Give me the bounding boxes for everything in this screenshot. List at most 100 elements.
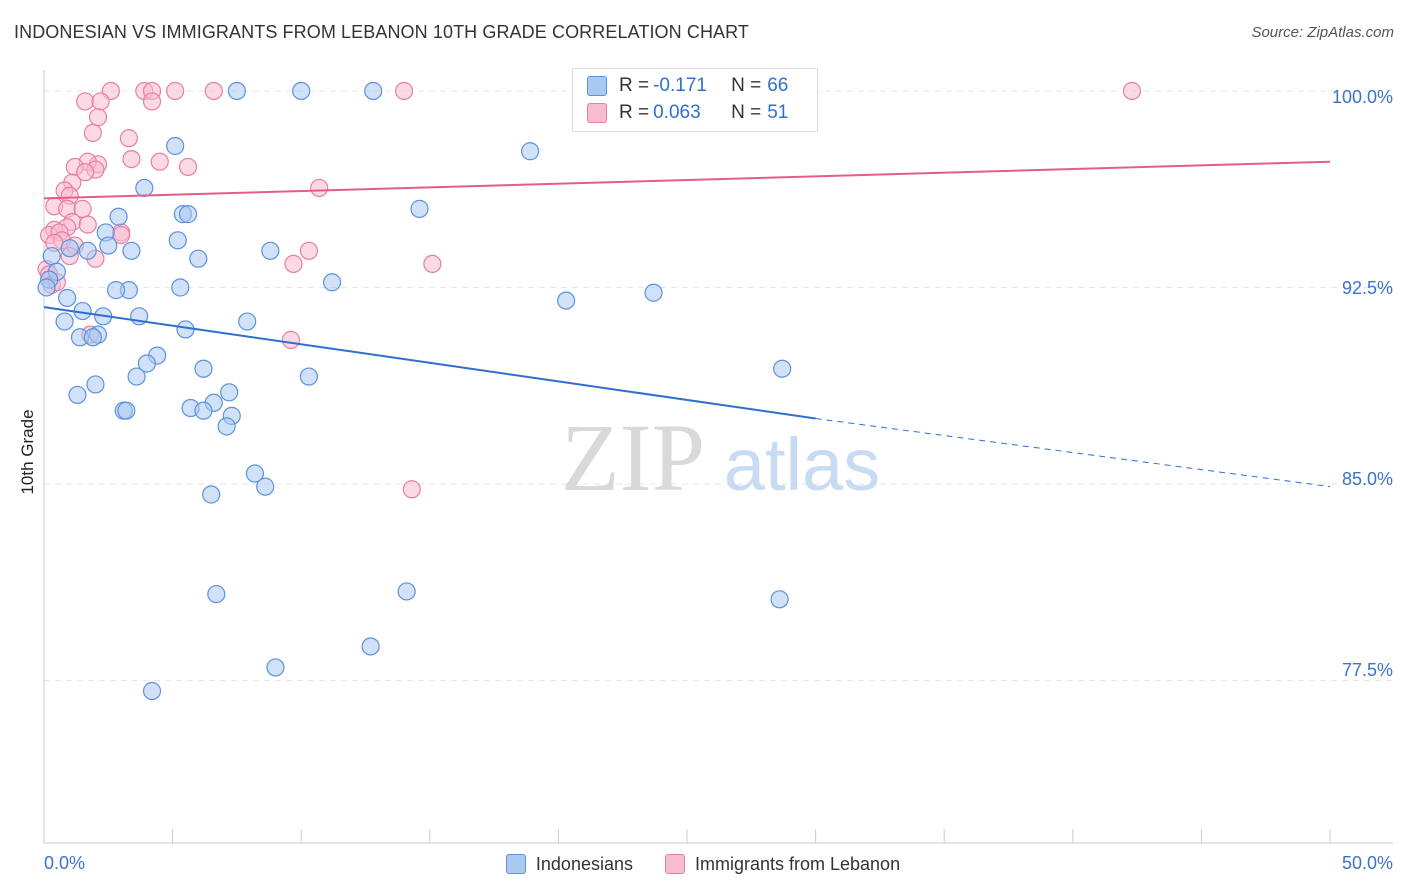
indonesians-point: [168, 231, 187, 250]
indonesians-point: [292, 81, 311, 101]
series-legend: Indonesians Immigrants from Lebanon: [0, 852, 1406, 876]
indonesians-point: [109, 207, 128, 226]
indonesians-point: [68, 385, 87, 405]
indonesians-point: [83, 328, 102, 347]
indonesians-point: [194, 359, 213, 378]
lebanon-point: [394, 81, 414, 101]
indonesians-point: [245, 464, 265, 483]
indonesians-point: [227, 81, 246, 101]
r-label: R =: [619, 102, 650, 123]
trend-layer: [43, 160, 1331, 488]
lebanon-point: [150, 152, 169, 171]
r-value: 0.063: [653, 102, 701, 123]
indonesians-point: [137, 354, 156, 373]
watermark-zip: ZIP: [561, 404, 705, 511]
indonesians-point: [166, 136, 185, 156]
points-layer: [37, 81, 1142, 701]
indonesians-point: [99, 236, 118, 255]
indonesians-point: [142, 681, 162, 701]
indonesians-point: [202, 485, 221, 504]
n-value: 51: [767, 102, 789, 123]
indonesians-swatch: [505, 854, 526, 874]
indonesians-point: [364, 81, 383, 101]
indonesians-point: [773, 359, 792, 378]
x-tick-max: 50.0%: [1341, 853, 1393, 873]
indonesians-point: [220, 383, 239, 402]
lebanon-point: [310, 178, 329, 198]
legend-item-lebanon[interactable]: Immigrants from Lebanon: [664, 853, 901, 875]
indonesians-trend-extension: [815, 418, 1331, 488]
indonesians-point: [37, 278, 56, 297]
indonesians-point: [261, 241, 280, 260]
indonesians-point: [117, 401, 136, 420]
lebanon-point: [1122, 81, 1142, 101]
axis-layer: [43, 70, 1393, 844]
r-value: -0.171: [653, 75, 707, 96]
n-label: N =: [731, 75, 762, 96]
x-tick-min: 0.0%: [44, 853, 86, 873]
indonesians-point: [78, 241, 97, 260]
indonesians-swatch: [587, 76, 607, 96]
indonesians-point: [521, 142, 540, 161]
lebanon-point: [299, 241, 319, 260]
indonesians-point: [207, 584, 226, 604]
indonesians-point: [361, 637, 380, 656]
indonesians-point: [238, 312, 257, 331]
lebanon-point: [284, 254, 303, 274]
lebanon-point: [122, 149, 141, 169]
y-tick-100: 100.0%: [1331, 87, 1393, 107]
lebanon-point: [281, 330, 301, 349]
r-label: R =: [619, 75, 650, 96]
y-tick-92-5: 92.5%: [1341, 278, 1393, 298]
lebanon-point: [142, 92, 162, 111]
indonesians-point: [106, 281, 126, 300]
indonesians-point: [256, 477, 275, 496]
indonesians-point: [189, 249, 208, 268]
legend-item-indonesians[interactable]: Indonesians: [505, 853, 633, 875]
indonesians-point: [217, 417, 236, 436]
indonesians-point: [397, 582, 416, 601]
indonesians-point: [127, 367, 146, 386]
n-label: N =: [731, 102, 762, 123]
chart-title: INDONESIAN VS IMMIGRANTS FROM LEBANON 10…: [14, 22, 750, 42]
stats-legend: R = -0.171 N = 66 R = 0.063 N = 51: [572, 68, 818, 132]
lebanon-point: [166, 81, 185, 101]
lebanon-swatch: [664, 854, 685, 874]
y-tick-77-5: 77.5%: [1341, 660, 1393, 680]
indonesians-point: [86, 375, 105, 394]
n-value: 66: [767, 75, 789, 96]
lebanon-point: [178, 157, 198, 177]
lebanon-point: [204, 81, 223, 101]
lebanon-point: [88, 108, 108, 127]
lebanon-swatch: [587, 103, 607, 123]
lebanon-point: [119, 129, 138, 148]
lebanon-point: [423, 254, 442, 274]
indonesians-point: [171, 278, 190, 297]
indonesians-point: [299, 367, 319, 386]
indonesians-point: [194, 401, 213, 420]
indonesians-point: [410, 199, 429, 218]
indonesians-point: [770, 590, 789, 609]
legend-label: Immigrants from Lebanon: [694, 853, 901, 874]
lebanon-point: [76, 92, 95, 111]
lebanon-point: [76, 163, 95, 182]
legend-label: Indonesians: [535, 853, 633, 874]
stats-row-lebanon: R = 0.063 N = 51: [587, 102, 788, 124]
indonesians-trend-line: [43, 306, 816, 420]
indonesians-point: [135, 178, 154, 198]
lebanon-point: [78, 215, 97, 234]
source-credit: Source: ZipAtlas.com: [1251, 24, 1394, 41]
lebanon-point: [91, 92, 110, 111]
indonesians-point: [266, 658, 285, 677]
lebanon-point: [402, 480, 421, 499]
indonesians-point: [58, 288, 77, 308]
stats-row-indonesians: R = -0.171 N = 66: [587, 75, 788, 97]
watermark: ZIP atlas: [561, 404, 880, 511]
lebanon-trend-line: [43, 160, 1331, 200]
watermark-atlas: atlas: [724, 423, 880, 506]
indonesians-point: [178, 205, 198, 224]
indonesians-point: [60, 239, 79, 258]
lebanon-point: [83, 123, 102, 142]
indonesians-point: [42, 246, 61, 266]
